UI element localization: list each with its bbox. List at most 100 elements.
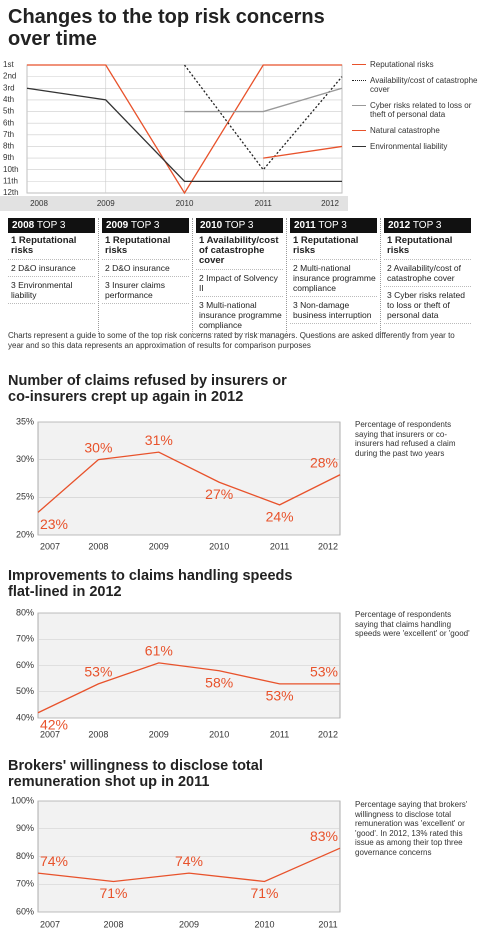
x-tick-label: 2007 xyxy=(40,541,60,551)
y-tick-label: 3rd xyxy=(3,83,15,92)
legend-label: Availability/cost of catastrophe cover xyxy=(370,76,478,94)
column-header: 2008 TOP 3 xyxy=(8,218,95,233)
y-tick-label: 12th xyxy=(3,188,19,197)
chart-note: Percentage of respondents saying that in… xyxy=(355,420,456,458)
legend-item: Natural catastrophe xyxy=(352,126,478,135)
x-tick-label: 2009 xyxy=(97,199,115,208)
x-tick-label: 2008 xyxy=(88,729,108,739)
legend-swatch xyxy=(352,130,366,131)
series-line xyxy=(184,87,343,113)
y-tick-label: 10th xyxy=(3,165,19,174)
y-tick-label: 6th xyxy=(3,118,14,127)
y-tick-label: 50% xyxy=(16,686,34,696)
y-tick-label: 80% xyxy=(16,607,34,617)
column-header: 2012 TOP 3 xyxy=(384,218,471,233)
value-label: 30% xyxy=(84,439,112,455)
series-line xyxy=(37,662,340,714)
series-line xyxy=(37,847,341,883)
value-label: 53% xyxy=(310,664,338,680)
value-label: 42% xyxy=(40,716,68,732)
value-label: 27% xyxy=(205,486,233,502)
x-tick-label: 2009 xyxy=(149,729,169,739)
chart-title: Brokers' willingness to disclose total r… xyxy=(8,758,263,790)
table-item: 3 Non-damage business interruption xyxy=(290,297,377,324)
legend-item: Reputational risks xyxy=(352,60,478,69)
legend-swatch xyxy=(352,146,366,147)
table-item: 1 Reputational risks xyxy=(102,233,189,260)
y-tick-label: 20% xyxy=(16,529,34,539)
line-chart: 20% 25% 30% 35% 2007 2008 2009 2010 2011 2012 23% 3… xyxy=(16,416,341,551)
table-item: 3 Environmental liability xyxy=(8,277,95,304)
chart-title: Number of claims refused by insurers or … xyxy=(8,373,287,405)
column-header: 2009 TOP 3 xyxy=(102,218,189,233)
table-item: 1 Reputational risks xyxy=(290,233,377,260)
y-tick-label: 60% xyxy=(16,906,34,916)
value-label: 74% xyxy=(40,853,68,869)
x-tick-label: 2010 xyxy=(176,199,194,208)
x-tick-label: 2007 xyxy=(40,729,60,739)
legend-item: Cyber risks related to loss or theft of … xyxy=(352,101,478,119)
y-tick-label: 8th xyxy=(3,142,14,151)
table-item: 2 D&O insurance xyxy=(102,260,189,277)
legend-swatch xyxy=(352,105,366,106)
rank-chart: 1st 2nd 3rd 4th 5th 6th 7th 8th 9th 10th 11th 12th 2… xyxy=(0,60,348,211)
legend-swatch xyxy=(352,80,366,81)
series-line xyxy=(26,87,342,183)
value-label: 61% xyxy=(145,643,173,659)
y-tick-label: 40% xyxy=(16,712,34,722)
y-tick-label: 1st xyxy=(3,60,14,69)
value-label: 71% xyxy=(250,885,278,901)
table-item: 1 Reputational risks xyxy=(8,233,95,260)
x-tick-label: 2012 xyxy=(321,199,339,208)
header-text: TOP 3 xyxy=(318,220,347,231)
series-line xyxy=(37,451,341,513)
x-tick-label: 2008 xyxy=(30,199,48,208)
value-label: 28% xyxy=(310,454,338,470)
y-tick-label: 100% xyxy=(11,795,34,805)
x-tick-label: 2011 xyxy=(318,919,337,929)
table-item: 1 Availability/cost of catastrophe cover xyxy=(196,233,283,270)
axis-band xyxy=(0,196,348,211)
line-chart: 60% 70% 80% 90% 100% 2007 2008 2009 2010 2011 74% 7… xyxy=(11,795,341,929)
legend-label: Environmental liability xyxy=(370,142,448,151)
legend-label: Natural catastrophe xyxy=(370,126,440,135)
y-tick-label: 25% xyxy=(16,492,34,502)
value-label: 31% xyxy=(145,432,173,448)
y-tick-label: 7th xyxy=(3,130,14,139)
y-tick-label: 35% xyxy=(16,416,34,426)
table-item: 2 Impact of Solvency II xyxy=(196,270,283,297)
table-item: 3 Insurer claims performance xyxy=(102,277,189,304)
x-tick-label: 2010 xyxy=(254,919,274,929)
legend-label: Cyber risks related to loss or theft of … xyxy=(370,101,472,119)
series-line xyxy=(183,64,343,171)
legend-label: Reputational risks xyxy=(370,60,434,69)
legend-swatch xyxy=(352,64,366,65)
x-tick-label: 2011 xyxy=(255,199,273,208)
chart-note: Percentage of respondents saying that cl… xyxy=(355,610,470,638)
y-tick-label: 30% xyxy=(16,454,34,464)
y-tick-label: 9th xyxy=(3,153,14,162)
chart-note: Percentage saying that brokers' willingn… xyxy=(355,800,468,857)
legend: Reputational risks Availability/cost of c… xyxy=(352,60,478,158)
y-tick-label: 60% xyxy=(16,660,34,670)
main-title: Changes to the top risk concerns over ti… xyxy=(8,6,325,50)
table-item: 2 Availability/cost of catastrophe cover xyxy=(384,260,471,287)
x-tick-label: 2011 xyxy=(270,729,289,739)
value-label: 83% xyxy=(310,828,338,844)
table-item: 2 Multi-national insurance programme com… xyxy=(290,260,377,297)
x-tick-label: 2011 xyxy=(270,541,289,551)
header-year: 2011 xyxy=(294,220,316,231)
footnote: Charts represent a guide to some of the … xyxy=(8,331,455,350)
legend-item: Environmental liability xyxy=(352,142,478,151)
x-tick-label: 2010 xyxy=(209,541,229,551)
x-tick-label: 2009 xyxy=(149,541,169,551)
line-chart: 40% 50% 60% 70% 80% 2007 2008 2009 2010 2011 2012 4… xyxy=(16,607,341,739)
y-tick-label: 2nd xyxy=(3,72,16,81)
value-label: 53% xyxy=(266,688,294,704)
y-tick-label: 80% xyxy=(16,851,34,861)
header-text: TOP 3 xyxy=(130,220,160,231)
x-tick-label: 2007 xyxy=(40,919,60,929)
